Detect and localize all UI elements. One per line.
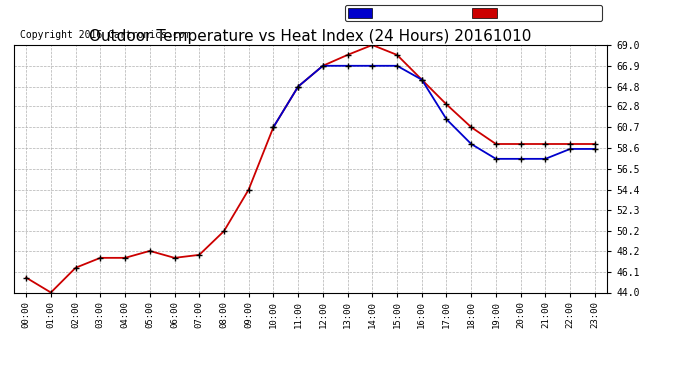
Title: Outdoor Temperature vs Heat Index (24 Hours) 20161010: Outdoor Temperature vs Heat Index (24 Ho… — [89, 29, 532, 44]
Legend: Heat Index  (°F), Temperature  (°F): Heat Index (°F), Temperature (°F) — [345, 5, 602, 21]
Text: Copyright 2016 Cartronics.com: Copyright 2016 Cartronics.com — [20, 30, 190, 40]
